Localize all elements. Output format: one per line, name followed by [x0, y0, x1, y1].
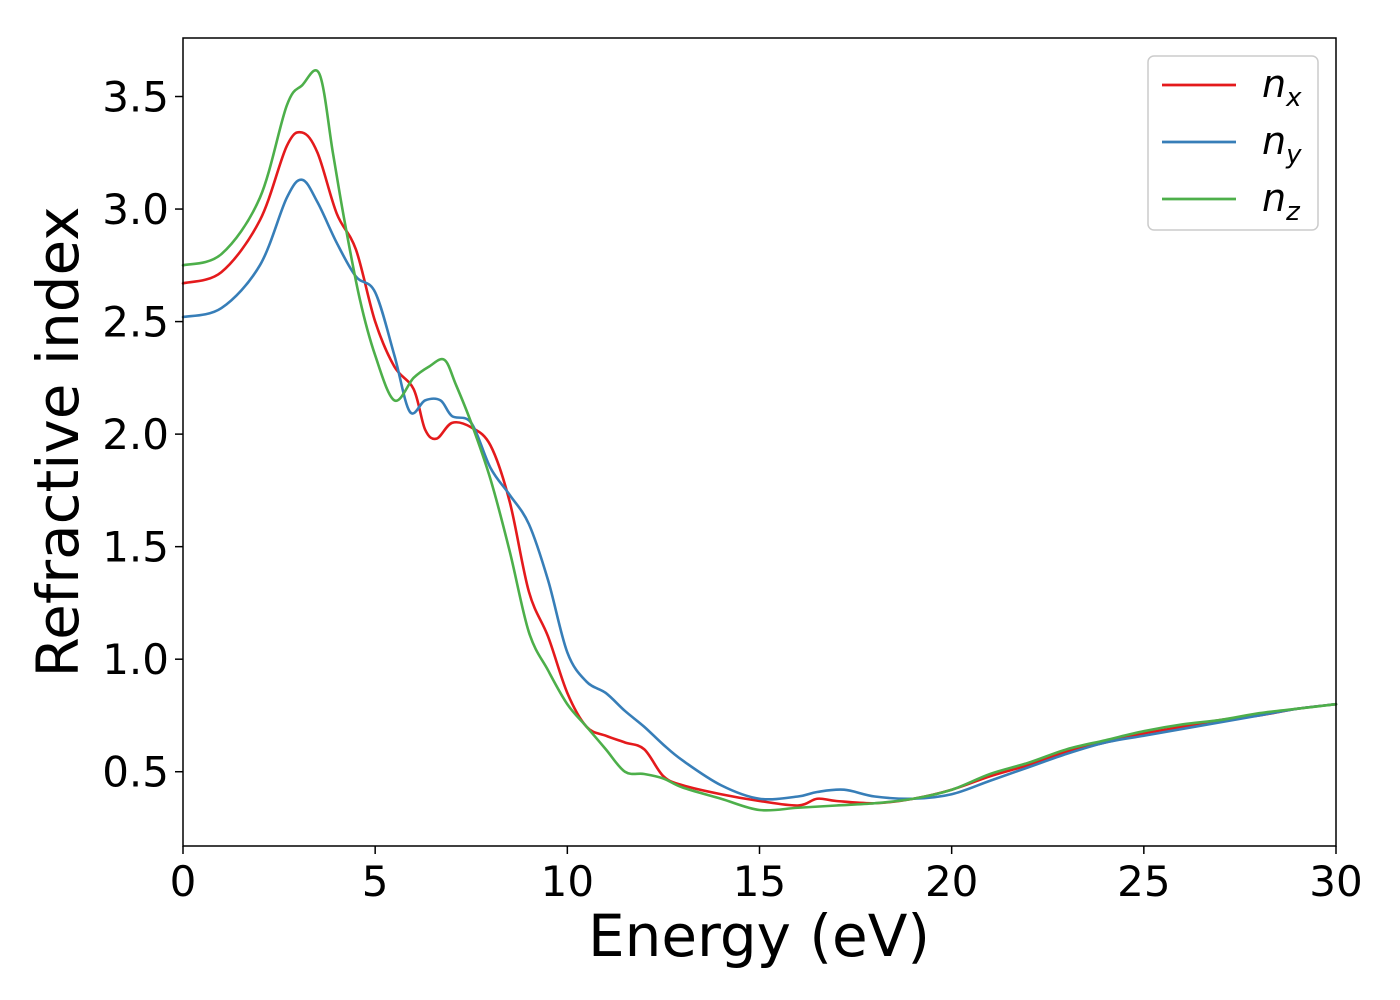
- legend-label-y: ny: [1262, 119, 1302, 170]
- y-tick-label: 2.5: [102, 298, 169, 347]
- y-axis-label: Refractive index: [24, 206, 92, 677]
- legend-label-z: nz: [1262, 176, 1301, 227]
- x-tick-label: 25: [1117, 857, 1170, 906]
- x-axis-label: Energy (eV): [588, 902, 930, 970]
- y-axis: 0.5 1.0 1.5 2.0 2.5 3.0 3.5: [102, 73, 183, 797]
- y-tick-label: 1.5: [102, 523, 169, 572]
- y-tick-label: 1.0: [102, 635, 169, 684]
- y-tick-label: 3.0: [102, 185, 169, 234]
- series-line-z: [181, 68, 1338, 812]
- x-tick-label: 0: [170, 857, 197, 906]
- x-tick-label: 30: [1309, 857, 1362, 906]
- x-tick-label: 15: [733, 857, 786, 906]
- y-tick-label: 3.5: [102, 73, 169, 122]
- x-tick-label: 10: [541, 857, 594, 906]
- x-tick-label: 5: [362, 857, 389, 906]
- x-tick-label: 20: [925, 857, 978, 906]
- x-axis: 0 5 10 15 20 25 30: [170, 846, 1363, 906]
- y-tick-label: 2.0: [102, 410, 169, 459]
- series-line-x: [181, 130, 1338, 807]
- legend: nx ny nz: [1147, 55, 1319, 231]
- y-tick-label: 0.5: [102, 748, 169, 797]
- series-layer: [181, 68, 1338, 812]
- legend-label-x: nx: [1262, 62, 1302, 113]
